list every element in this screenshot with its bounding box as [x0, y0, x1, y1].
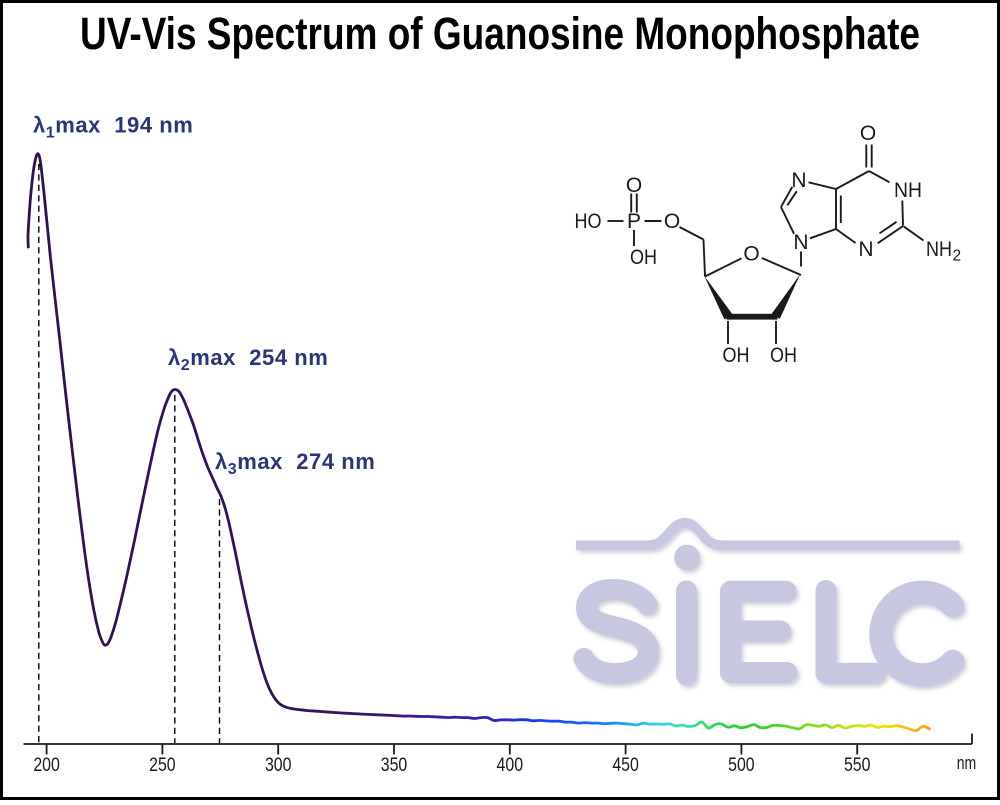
- svg-text:NH: NH: [894, 179, 922, 202]
- svg-text:O: O: [626, 174, 642, 197]
- svg-text:nm: nm: [957, 753, 977, 773]
- svg-text:200: 200: [33, 754, 60, 776]
- svg-text:OH: OH: [630, 246, 657, 269]
- svg-text:N: N: [791, 169, 806, 192]
- svg-text:N: N: [858, 238, 873, 261]
- svg-text:O: O: [860, 122, 876, 145]
- svg-text:300: 300: [265, 754, 292, 776]
- svg-text:λ2max 254 nm: λ2max 254 nm: [168, 345, 328, 374]
- svg-text:HO: HO: [575, 210, 602, 233]
- svg-text:400: 400: [497, 754, 524, 776]
- svg-text:NH: NH: [926, 238, 952, 261]
- svg-text:550: 550: [844, 754, 871, 776]
- svg-text:UV-Vis Spectrum of Guanosine M: UV-Vis Spectrum of Guanosine Monophospha…: [80, 8, 920, 59]
- svg-text:λ1max 194 nm: λ1max 194 nm: [33, 113, 193, 142]
- svg-text:O: O: [664, 210, 680, 233]
- svg-text:250: 250: [149, 754, 176, 776]
- svg-text:450: 450: [612, 754, 639, 776]
- svg-text:P: P: [627, 210, 641, 233]
- svg-text:N: N: [793, 231, 808, 254]
- svg-text:λ3max 274 nm: λ3max 274 nm: [215, 449, 375, 478]
- svg-text:500: 500: [728, 754, 755, 776]
- svg-text:2: 2: [953, 248, 962, 265]
- svg-text:OH: OH: [723, 344, 750, 367]
- svg-text:350: 350: [381, 754, 408, 776]
- svg-text:O: O: [743, 243, 759, 266]
- svg-text:OH: OH: [770, 344, 797, 367]
